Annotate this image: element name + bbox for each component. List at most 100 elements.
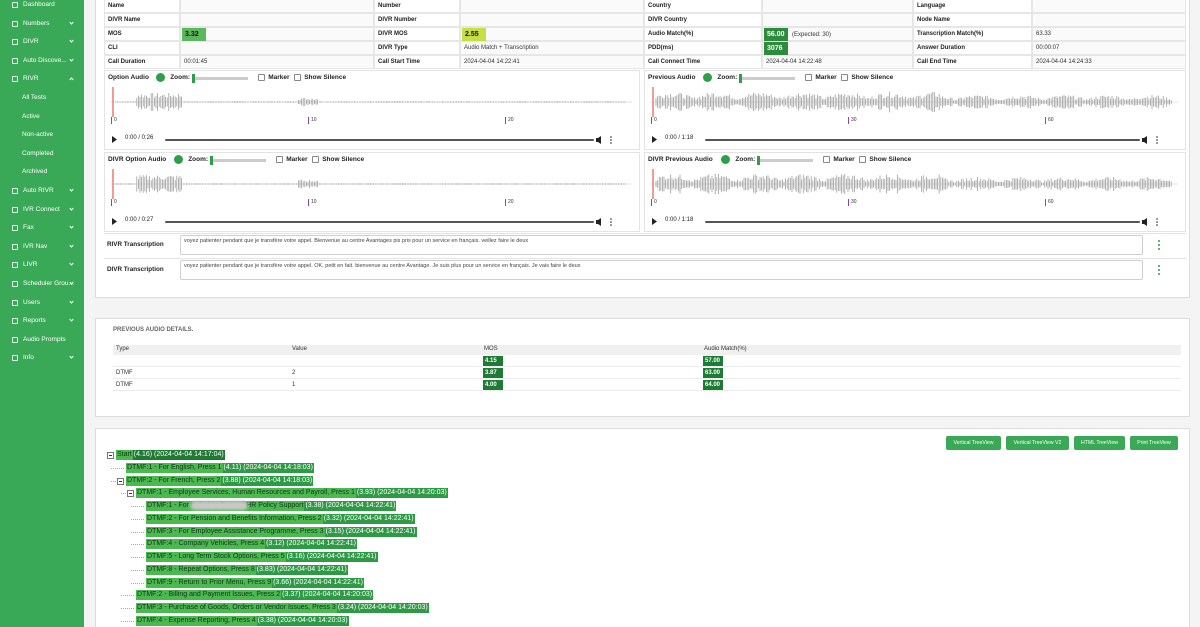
timeline-tick: [651, 199, 652, 206]
menu-dot: [610, 221, 612, 223]
sidebar-item[interactable]: Reports: [0, 312, 84, 330]
zoom-slider[interactable]: [192, 77, 249, 80]
row-divider: [113, 366, 1181, 367]
tree-connector: [131, 531, 144, 533]
marker-checkbox[interactable]: [258, 74, 266, 81]
nav-label: All Tests: [22, 94, 47, 101]
node-info: (3.24) (2024-04-04 14:20:03): [336, 603, 429, 613]
zoom-slider[interactable]: [739, 77, 796, 80]
tree-node[interactable]: DTMF:1 - Forincluding Fuse or HR Policy …: [146, 501, 397, 511]
sidebar-item[interactable]: Completed: [0, 145, 84, 163]
menu-dot: [610, 142, 612, 144]
node-label: DTMF:3 - For Employee Assistance Program…: [146, 526, 325, 537]
silence-checkbox[interactable]: [312, 156, 320, 163]
timeline-tick: [848, 117, 849, 124]
tree-node[interactable]: DTMF:4 - Company Vehicles, Press 4 (3.12)…: [146, 539, 357, 550]
silence-checkbox[interactable]: [859, 156, 867, 163]
waveform: [650, 87, 1178, 117]
node-info: (3.66) (2024-04-04 14:22:41): [272, 577, 364, 588]
nav-chevron: [69, 261, 74, 267]
nav-label: Active: [22, 112, 40, 120]
node-label: DTMF:8 - Repeat Options, Press 8: [146, 564, 256, 575]
transcription-text[interactable]: voyez patienter pendant que je transfère…: [180, 260, 1143, 280]
sidebar-item[interactable]: Non-active: [0, 126, 84, 144]
expand-toggle[interactable]: [107, 452, 114, 459]
marker-checkbox[interactable]: [805, 74, 813, 81]
expand-toggle[interactable]: [127, 490, 134, 498]
tree-node[interactable]: DTMF:2 - Billing and Payment Issues, Pre…: [136, 590, 374, 601]
tree-connector: [121, 608, 134, 609]
tree-node[interactable]: Start (4.16) (2024-04-04 14:17:04): [116, 450, 225, 460]
detail-value-cell: 2024-04-04 14:24:33: [1032, 55, 1186, 69]
sidebar-item[interactable]: Auto Discove...: [0, 52, 84, 70]
detail-value-cell: [180, 41, 374, 55]
detail-label: Call Connect Time: [644, 55, 762, 69]
nav-chevron: [69, 187, 74, 192]
tree-node[interactable]: DTMF:1 - Employee Services, Human Resour…: [136, 488, 448, 499]
detail-value: 3076: [764, 42, 788, 55]
detail-value-cell: 2024-04-04 14:22:48: [762, 55, 913, 69]
detail-note: (Expected: 30): [792, 32, 832, 38]
silence-checkbox[interactable]: [294, 74, 302, 81]
sidebar-item[interactable]: Fax: [0, 219, 84, 237]
sidebar-item[interactable]: Audio Prompts: [0, 331, 84, 349]
menu-dot: [610, 136, 612, 138]
tree-node[interactable]: DTMF:1 - For English, Press 1 (4.11) (202…: [126, 462, 314, 473]
detail-value: Audio Match + Transcription: [464, 45, 539, 51]
tree-node[interactable]: DTMF:8 - Repeat Options, Press 8 (3.83) (…: [146, 564, 348, 575]
play-button[interactable]: [174, 155, 184, 164]
tree-node[interactable]: DTMF:9 - Return to Prior Menu, Press 9 (3…: [146, 577, 364, 588]
tree-node[interactable]: DTMF:5 - Long Term Stock Options, Press …: [146, 552, 378, 562]
nav-label: Numbers: [23, 19, 50, 27]
detail-value-cell: [180, 0, 374, 13]
sidebar-item[interactable]: DIVR: [0, 33, 84, 51]
play-button[interactable]: [156, 73, 166, 82]
zoom-slider[interactable]: [210, 159, 267, 162]
tree-connector: [131, 506, 144, 507]
sidebar-item[interactable]: Info: [0, 349, 84, 367]
sidebar-item[interactable]: RIVR: [0, 70, 84, 88]
tree-view-button[interactable]: HTML TreeView: [1074, 436, 1125, 450]
sidebar-item[interactable]: Scheduler Grou...: [0, 275, 84, 293]
transcription-text[interactable]: voyez patienter pendant que je transfère…: [180, 235, 1143, 255]
tree-node[interactable]: DTMF:3 - For Employee Assistance Program…: [146, 526, 417, 537]
play-button[interactable]: [703, 73, 713, 82]
sidebar-item[interactable]: All Tests: [0, 89, 84, 107]
zoom-slider[interactable]: [757, 159, 814, 162]
zoom-handle: [739, 74, 743, 83]
detail-label: Call Start Time: [374, 55, 460, 69]
marker-checkbox[interactable]: [823, 156, 831, 163]
nav-icon: [12, 336, 18, 343]
sidebar-item[interactable]: IVR Nav: [0, 238, 84, 256]
sidebar-item[interactable]: LIVR: [0, 256, 84, 274]
table-cell: 2: [292, 370, 296, 376]
marker-checkbox[interactable]: [276, 156, 284, 163]
nav-label: Info: [23, 354, 34, 362]
tree-view-button[interactable]: Vertical TreeView V2: [1006, 436, 1069, 450]
table-cell: DTMF: [116, 382, 133, 388]
nav-label: DIVR: [23, 38, 39, 46]
play-button[interactable]: [721, 155, 731, 164]
timeline-label: 60: [1048, 199, 1054, 205]
sidebar-item[interactable]: Users: [0, 294, 84, 312]
detail-value-cell: [1032, 0, 1186, 13]
tree-node[interactable]: DTMF:3 - Purchase of Goods, Orders or Ve…: [136, 603, 429, 613]
tree-view-button[interactable]: Print TreeView: [1130, 436, 1178, 450]
silence-checkbox[interactable]: [841, 74, 849, 81]
sidebar-item[interactable]: Numbers: [0, 15, 84, 33]
marker-label: Marker: [815, 74, 837, 81]
tree-node[interactable]: DTMF:2 - For French, Press 2 (3.88) (2024…: [126, 475, 314, 486]
sidebar-item[interactable]: IVR Connect: [0, 201, 84, 219]
sidebar-item[interactable]: Active: [0, 108, 84, 126]
audio-player: [112, 218, 612, 226]
expand-toggle[interactable]: [117, 477, 124, 485]
sidebar-item[interactable]: Auto RIVR: [0, 182, 84, 200]
tree-node[interactable]: DTMF:2 - For Pension and Benefits Inform…: [146, 513, 415, 524]
sidebar-item[interactable]: Dashboard: [0, 0, 84, 14]
sidebar-item[interactable]: Archived: [0, 163, 84, 181]
play-icon: [652, 218, 657, 225]
detail-label: PDD(ms): [644, 41, 762, 55]
tree-node[interactable]: DTMF:4 - Expense Reporting, Press 4 (3.38…: [136, 615, 349, 626]
timeline-label: 0: [114, 199, 117, 205]
tree-view-button[interactable]: Vertical TreeView: [946, 436, 1001, 450]
